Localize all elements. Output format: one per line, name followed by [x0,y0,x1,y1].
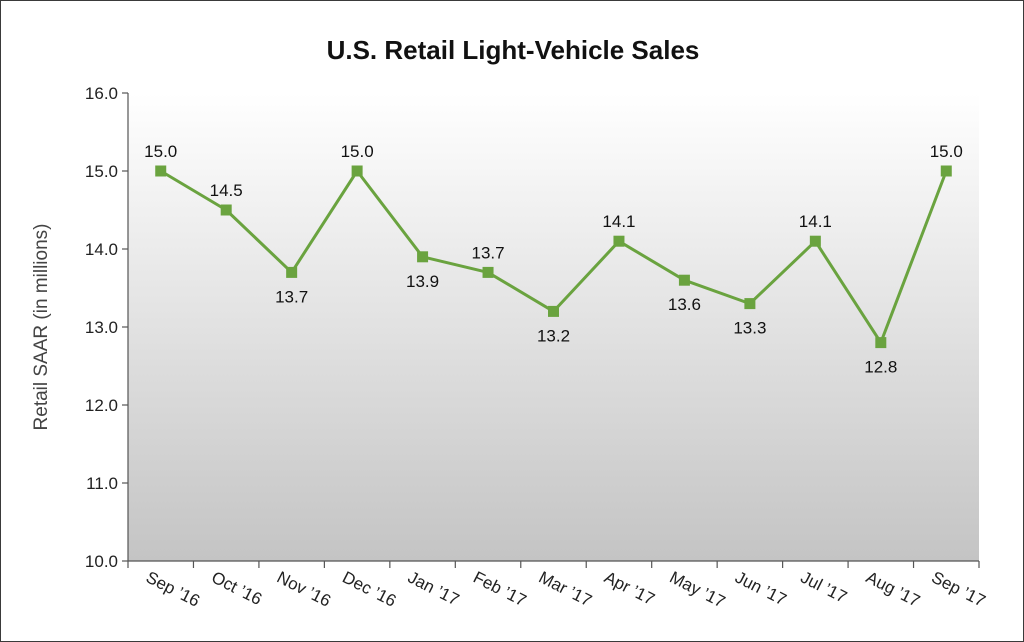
data-point [286,266,298,278]
y-tick-label: 11.0 [86,474,118,493]
data-label: 13.9 [406,272,439,291]
x-tick-label: Nov ’16 [274,568,334,611]
data-label: 13.7 [471,243,504,262]
y-tick-label: 14.0 [85,240,118,259]
y-tick-label: 16.0 [85,84,118,103]
data-label: 15.0 [144,142,177,161]
data-label: 14.1 [799,212,832,231]
x-tick-label: Jul ’17 [798,568,850,607]
x-tick-label: Oct ’16 [208,568,265,609]
x-tick-label: Feb ’17 [470,568,529,611]
chart-title: U.S. Retail Light-Vehicle Sales [327,35,700,65]
data-point [809,235,821,247]
y-ticks: 10.0 11.0 12.0 13.0 14.0 15.0 16.0 [85,84,128,571]
data-point [940,165,952,177]
data-point [155,165,167,177]
x-tick-label: Mar ’17 [536,568,595,611]
data-label: 13.7 [275,287,308,306]
y-axis-label: Retail SAAR (in millions) [31,224,52,431]
data-point [482,266,494,278]
x-tick-label: Dec ’16 [339,568,399,611]
series-layer [155,165,952,349]
data-point [744,298,756,310]
x-tick-label: May ’17 [667,568,729,612]
data-point [351,165,363,177]
data-label: 13.3 [733,319,766,338]
x-tick-label: Sep ’17 [928,568,988,611]
data-label: 13.6 [668,295,701,314]
data-label: 12.8 [864,358,897,377]
x-tick-label: Jun ’17 [732,568,789,610]
data-point [548,305,559,317]
data-label: 15.0 [341,142,374,161]
data-label: 14.1 [602,212,635,231]
x-tick-label: Sep ’16 [143,568,203,611]
x-tick-label: Jan ’17 [405,568,462,610]
data-point [220,204,232,216]
x-tick-label: Aug ’17 [863,568,923,611]
y-tick-label: 15.0 [85,162,118,181]
data-labels: 15.0 14.5 13.7 15.0 13.9 13.7 13.2 14.1 13.6 13.3… [144,142,963,377]
plot-background [128,93,979,561]
x-tick-label: Apr ’17 [601,568,658,609]
data-point [613,235,625,247]
data-point [678,274,690,286]
x-ticks: Sep ’16 Oct ’16 Nov ’16 Dec ’16 Jan ’17 Feb ’… [127,561,988,612]
data-point [875,337,887,349]
y-tick-label: 12.0 [85,396,118,415]
data-label: 14.5 [210,181,243,200]
y-tick-label: 13.0 [85,318,118,337]
data-point [417,251,429,263]
data-label: 15.0 [930,142,963,161]
y-tick-label: 10.0 [85,552,118,571]
data-label: 13.2 [537,326,570,345]
